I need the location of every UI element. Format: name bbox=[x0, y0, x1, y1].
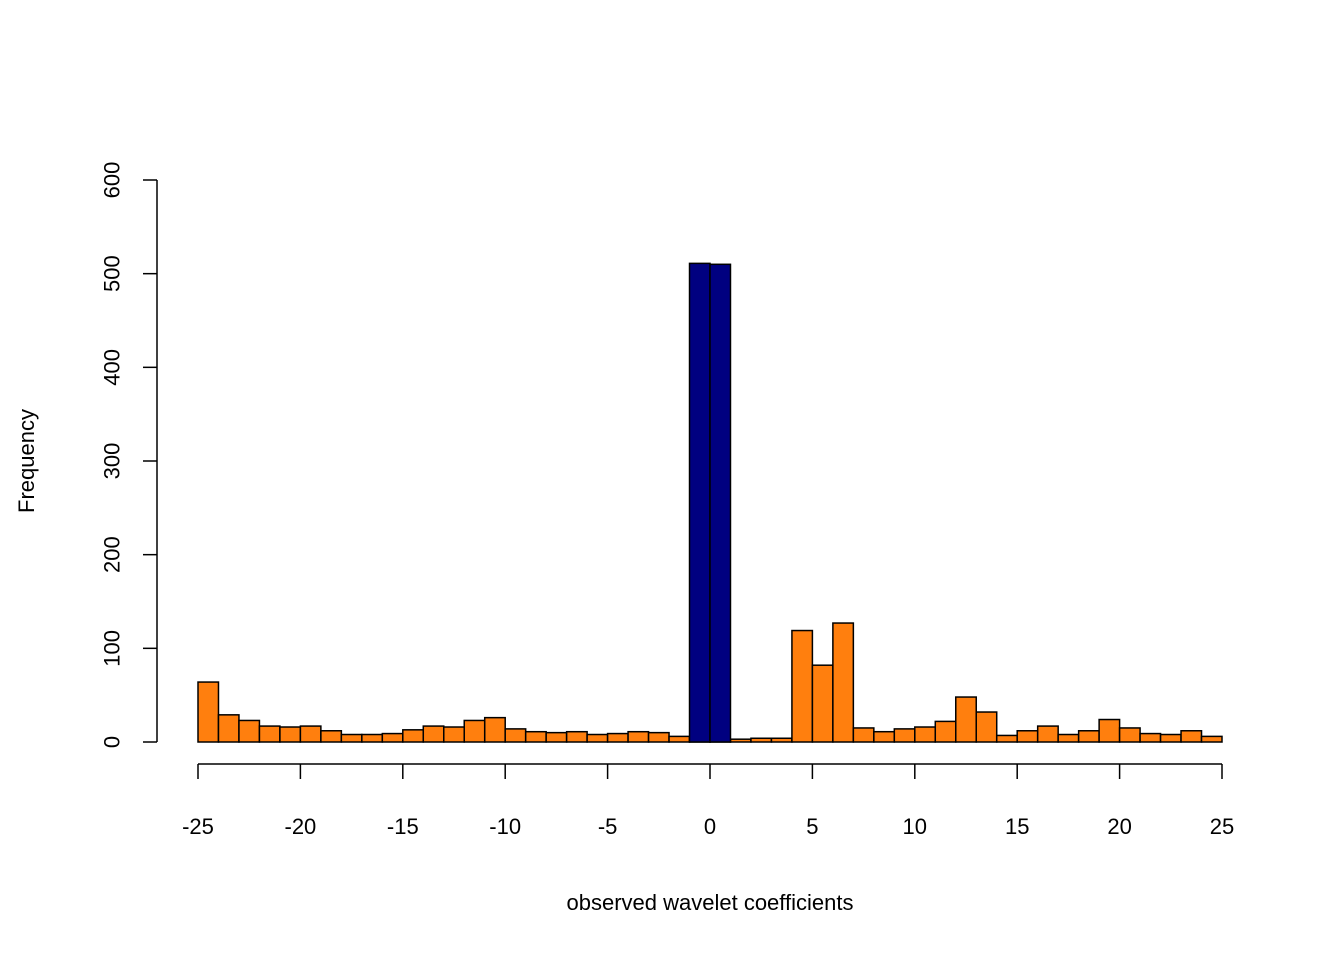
x-tick-label-10: 25 bbox=[1210, 814, 1234, 839]
bar-series0-30 bbox=[811, 664, 834, 743]
x-tick-label-7: 10 bbox=[903, 814, 927, 839]
x-tick-label-4: -5 bbox=[598, 814, 618, 839]
y-tick-label-5: 500 bbox=[100, 255, 125, 292]
x-axis: -25 -20 -15 -10 -5 0 5 10 15 20 25 bbox=[182, 763, 1234, 839]
bar-series0-15 bbox=[504, 728, 527, 743]
bar-series0-8 bbox=[361, 733, 384, 743]
bar-series0-34 bbox=[893, 728, 916, 743]
bar-series0-17 bbox=[545, 731, 568, 743]
bar-series0-3 bbox=[258, 725, 281, 743]
bar-series0-27 bbox=[750, 737, 773, 743]
bar-series0-10 bbox=[402, 729, 425, 743]
bar-series0-4 bbox=[279, 726, 302, 743]
y-tick-label-3: 300 bbox=[100, 443, 125, 480]
bar-series0-13 bbox=[463, 719, 486, 743]
x-axis-label: observed wavelet coefficients bbox=[567, 890, 854, 915]
y-tick-label-4: 400 bbox=[100, 349, 125, 386]
x-tick-label-8: 15 bbox=[1005, 814, 1029, 839]
bar-series0-49 bbox=[1200, 735, 1223, 743]
bar-series0-47 bbox=[1159, 733, 1182, 743]
bar-series0-20 bbox=[606, 732, 629, 743]
y-tick-label-0: 0 bbox=[100, 736, 125, 748]
x-tick-label-6: 5 bbox=[806, 814, 818, 839]
x-tick-label-5: 0 bbox=[704, 814, 716, 839]
bar-series0-18 bbox=[565, 730, 588, 743]
bar-series0-9 bbox=[381, 732, 404, 743]
y-tick-label-6: 600 bbox=[100, 162, 125, 199]
bar-series0-40 bbox=[1016, 730, 1039, 743]
bar-series0-22 bbox=[647, 731, 670, 743]
bar-series0-33 bbox=[873, 730, 896, 743]
bar-series0-26 bbox=[729, 738, 752, 743]
bar-series0-38 bbox=[975, 711, 998, 743]
bar-series0-11 bbox=[422, 725, 445, 743]
bar-series0-14 bbox=[483, 716, 506, 743]
bar-series0-46 bbox=[1139, 732, 1162, 743]
bars-layer bbox=[197, 262, 1223, 743]
bar-series0-39 bbox=[995, 734, 1018, 743]
bar-series0-16 bbox=[524, 730, 547, 743]
bar-series1-1 bbox=[709, 263, 732, 743]
y-axis-label: Frequency bbox=[14, 409, 39, 513]
bar-series0-2 bbox=[238, 719, 261, 743]
bar-series0-5 bbox=[299, 725, 322, 743]
x-tick-label-9: 20 bbox=[1107, 814, 1131, 839]
bar-series0-48 bbox=[1180, 730, 1203, 743]
bar-series0-42 bbox=[1057, 733, 1080, 743]
bar-series0-1 bbox=[217, 714, 240, 743]
bar-series0-21 bbox=[627, 730, 650, 743]
bar-series0-31 bbox=[832, 622, 855, 743]
bar-series0-44 bbox=[1098, 718, 1121, 743]
bar-series0-32 bbox=[852, 727, 875, 743]
bar-series0-7 bbox=[340, 733, 363, 743]
bar-series0-36 bbox=[934, 720, 957, 743]
bar-series0-41 bbox=[1036, 725, 1059, 743]
bar-series0-23 bbox=[668, 735, 691, 743]
x-tick-label-0: -25 bbox=[182, 814, 214, 839]
bar-series0-29 bbox=[791, 629, 814, 743]
y-tick-label-1: 100 bbox=[100, 630, 125, 667]
bar-series0-37 bbox=[955, 696, 977, 743]
y-axis: 0 100 200 300 400 500 600 bbox=[100, 162, 158, 748]
bar-series0-28 bbox=[770, 737, 793, 743]
bar-series0-43 bbox=[1077, 730, 1100, 743]
bar-series0-0 bbox=[197, 681, 220, 743]
bar-series1-0 bbox=[688, 262, 711, 743]
bar-series0-12 bbox=[443, 726, 465, 743]
x-tick-label-1: -20 bbox=[285, 814, 317, 839]
x-tick-label-2: -15 bbox=[387, 814, 419, 839]
y-tick-label-2: 200 bbox=[100, 536, 125, 573]
bar-series0-35 bbox=[914, 726, 937, 743]
bar-series0-45 bbox=[1118, 727, 1141, 743]
x-tick-label-3: -10 bbox=[489, 814, 521, 839]
bar-series0-6 bbox=[320, 730, 343, 743]
bar-series0-19 bbox=[586, 733, 609, 743]
